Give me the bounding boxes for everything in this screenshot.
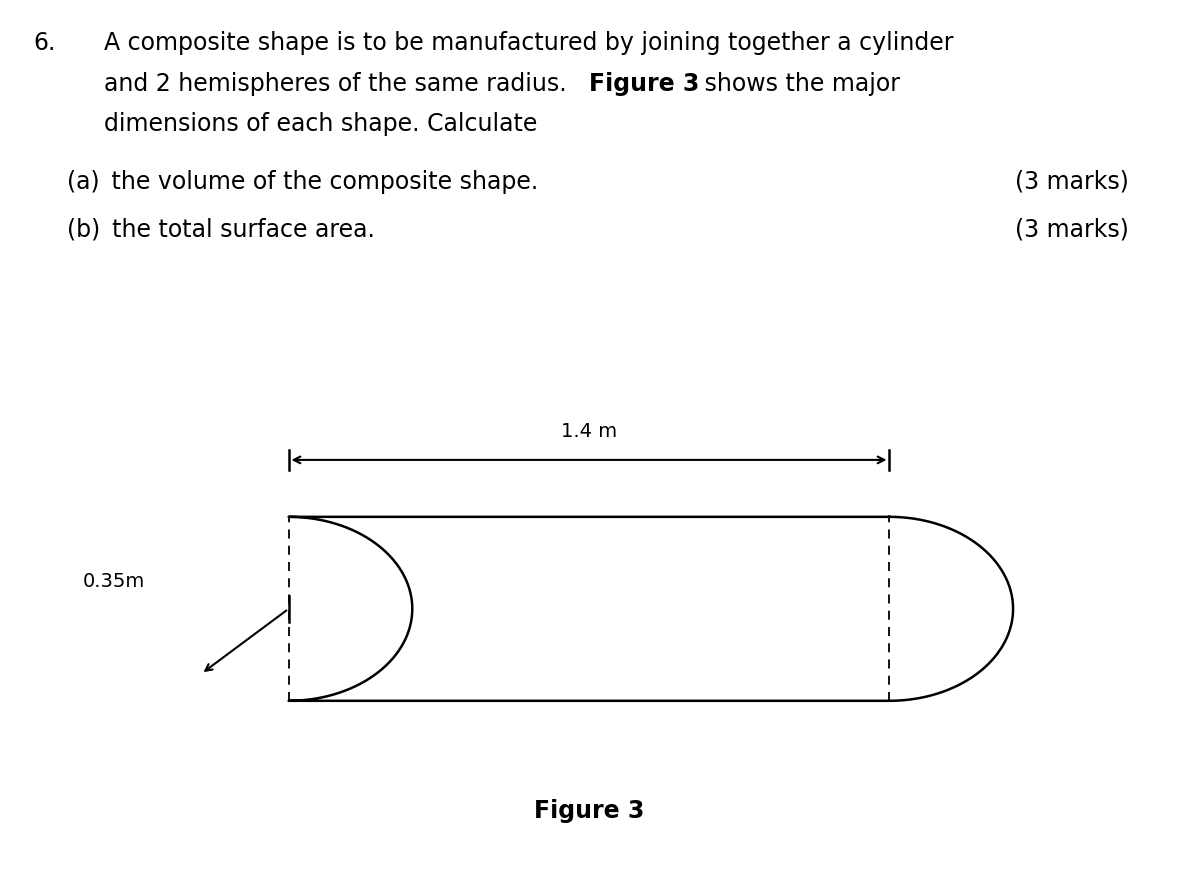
Text: (a) the volume of the composite shape.: (a) the volume of the composite shape. (67, 170, 538, 194)
Text: Figure 3: Figure 3 (589, 72, 700, 95)
Text: and 2 hemispheres of the same radius.: and 2 hemispheres of the same radius. (104, 72, 578, 95)
Text: 6.: 6. (33, 31, 55, 54)
Text: (3 marks): (3 marks) (1014, 217, 1129, 241)
Text: (b) the total surface area.: (b) the total surface area. (67, 217, 375, 241)
Text: (3 marks): (3 marks) (1014, 170, 1129, 194)
Text: shows the major: shows the major (696, 72, 900, 95)
Text: dimensions of each shape. Calculate: dimensions of each shape. Calculate (104, 112, 537, 136)
Text: Figure 3: Figure 3 (534, 799, 644, 823)
Text: A composite shape is to be manufactured by joining together a cylinder: A composite shape is to be manufactured … (104, 31, 953, 54)
Text: 1.4 m: 1.4 m (561, 421, 617, 441)
Text: 0.35m: 0.35m (82, 572, 145, 591)
